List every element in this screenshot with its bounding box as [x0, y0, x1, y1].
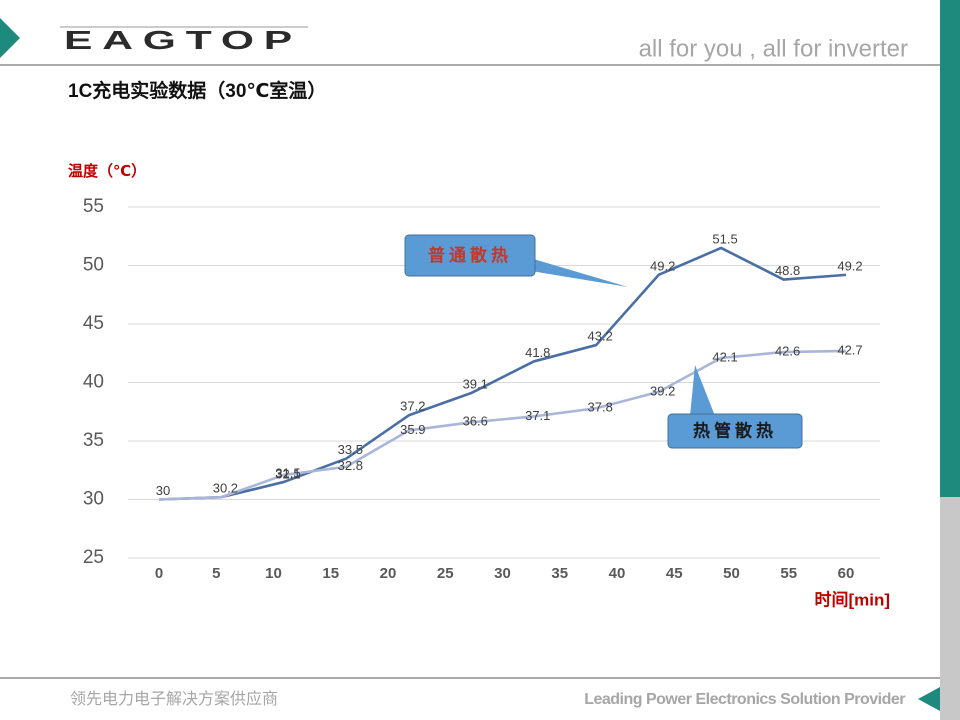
y-tick-label: 35	[83, 430, 104, 451]
side-bar	[940, 0, 960, 497]
legend-label: 普通散热	[428, 245, 512, 266]
data-label: 43.2	[588, 328, 613, 343]
y-tick-label: 40	[83, 372, 104, 393]
y-tick-label: 45	[83, 313, 104, 334]
x-tick-label: 0	[155, 565, 163, 582]
x-tick-label: 10	[265, 565, 282, 582]
corner-triangle	[0, 18, 20, 58]
data-label: 41.8	[525, 345, 550, 360]
y-tick-label: 30	[83, 489, 104, 510]
data-label: 35.9	[400, 422, 425, 437]
x-tick-label: 60	[838, 565, 855, 582]
legend-label: 热管散热	[693, 421, 777, 442]
data-label: 37.2	[400, 399, 425, 414]
data-label: 36.6	[463, 414, 488, 429]
logo: EAGTOP	[64, 25, 302, 55]
footer-triangle	[918, 687, 940, 711]
data-label: 48.8	[775, 263, 800, 278]
x-tick-label: 50	[723, 565, 740, 582]
x-tick-label: 20	[380, 565, 397, 582]
x-tick-label: 15	[322, 565, 339, 582]
data-label: 32.8	[338, 458, 363, 473]
x-tick-label: 25	[437, 565, 454, 582]
data-label: 49.2	[650, 258, 675, 273]
plot: 25 30 35 40 45 50 55 0 5 10 15 20 25 30 35 40 45 50 55 60 30…	[83, 196, 880, 582]
data-label: 30.2	[213, 481, 238, 496]
callout-pointer	[520, 255, 628, 287]
x-tick-label: 55	[780, 565, 797, 582]
data-label: 42.6	[775, 344, 800, 359]
series-line	[158, 246, 847, 501]
y-axis-title: 温度（℃）	[68, 162, 146, 180]
x-tick-label: 35	[551, 565, 568, 582]
side-bar-lower	[940, 497, 960, 720]
y-tick-label: 55	[83, 196, 104, 217]
data-label: 30	[156, 483, 170, 498]
data-label: 49.2	[837, 258, 862, 273]
tagline: all for you , all for inverter	[639, 35, 908, 62]
data-label: 31.5	[275, 465, 300, 480]
x-tick-label: 30	[494, 565, 511, 582]
data-label: 42.7	[837, 342, 862, 357]
y-tick-label: 25	[83, 547, 104, 568]
data-label: 37.1	[525, 408, 550, 423]
y-tick-label: 50	[83, 255, 104, 276]
callout-box	[404, 234, 536, 277]
data-label: 37.8	[588, 400, 613, 415]
footer-left: 领先电力电子解决方案供应商	[70, 689, 278, 708]
callout-pointer	[690, 365, 715, 416]
data-label: 39.1	[463, 376, 488, 391]
x-tick-label: 40	[609, 565, 626, 582]
data-label: 39.2	[650, 383, 675, 398]
x-axis-title: 时间[min]	[814, 589, 890, 609]
footer-right: Leading Power Electronics Solution Provi…	[584, 691, 905, 708]
data-label: 33.5	[338, 442, 363, 457]
series-line	[158, 349, 847, 501]
data-label: 51.5	[712, 231, 737, 246]
callout-box	[667, 413, 803, 449]
x-tick-label: 45	[666, 565, 683, 582]
data-label: 32.1	[275, 466, 300, 481]
x-tick-label: 5	[212, 565, 220, 582]
chart-title: 1C充电实验数据（30℃室温）	[68, 79, 326, 102]
data-label: 42.1	[712, 349, 737, 364]
